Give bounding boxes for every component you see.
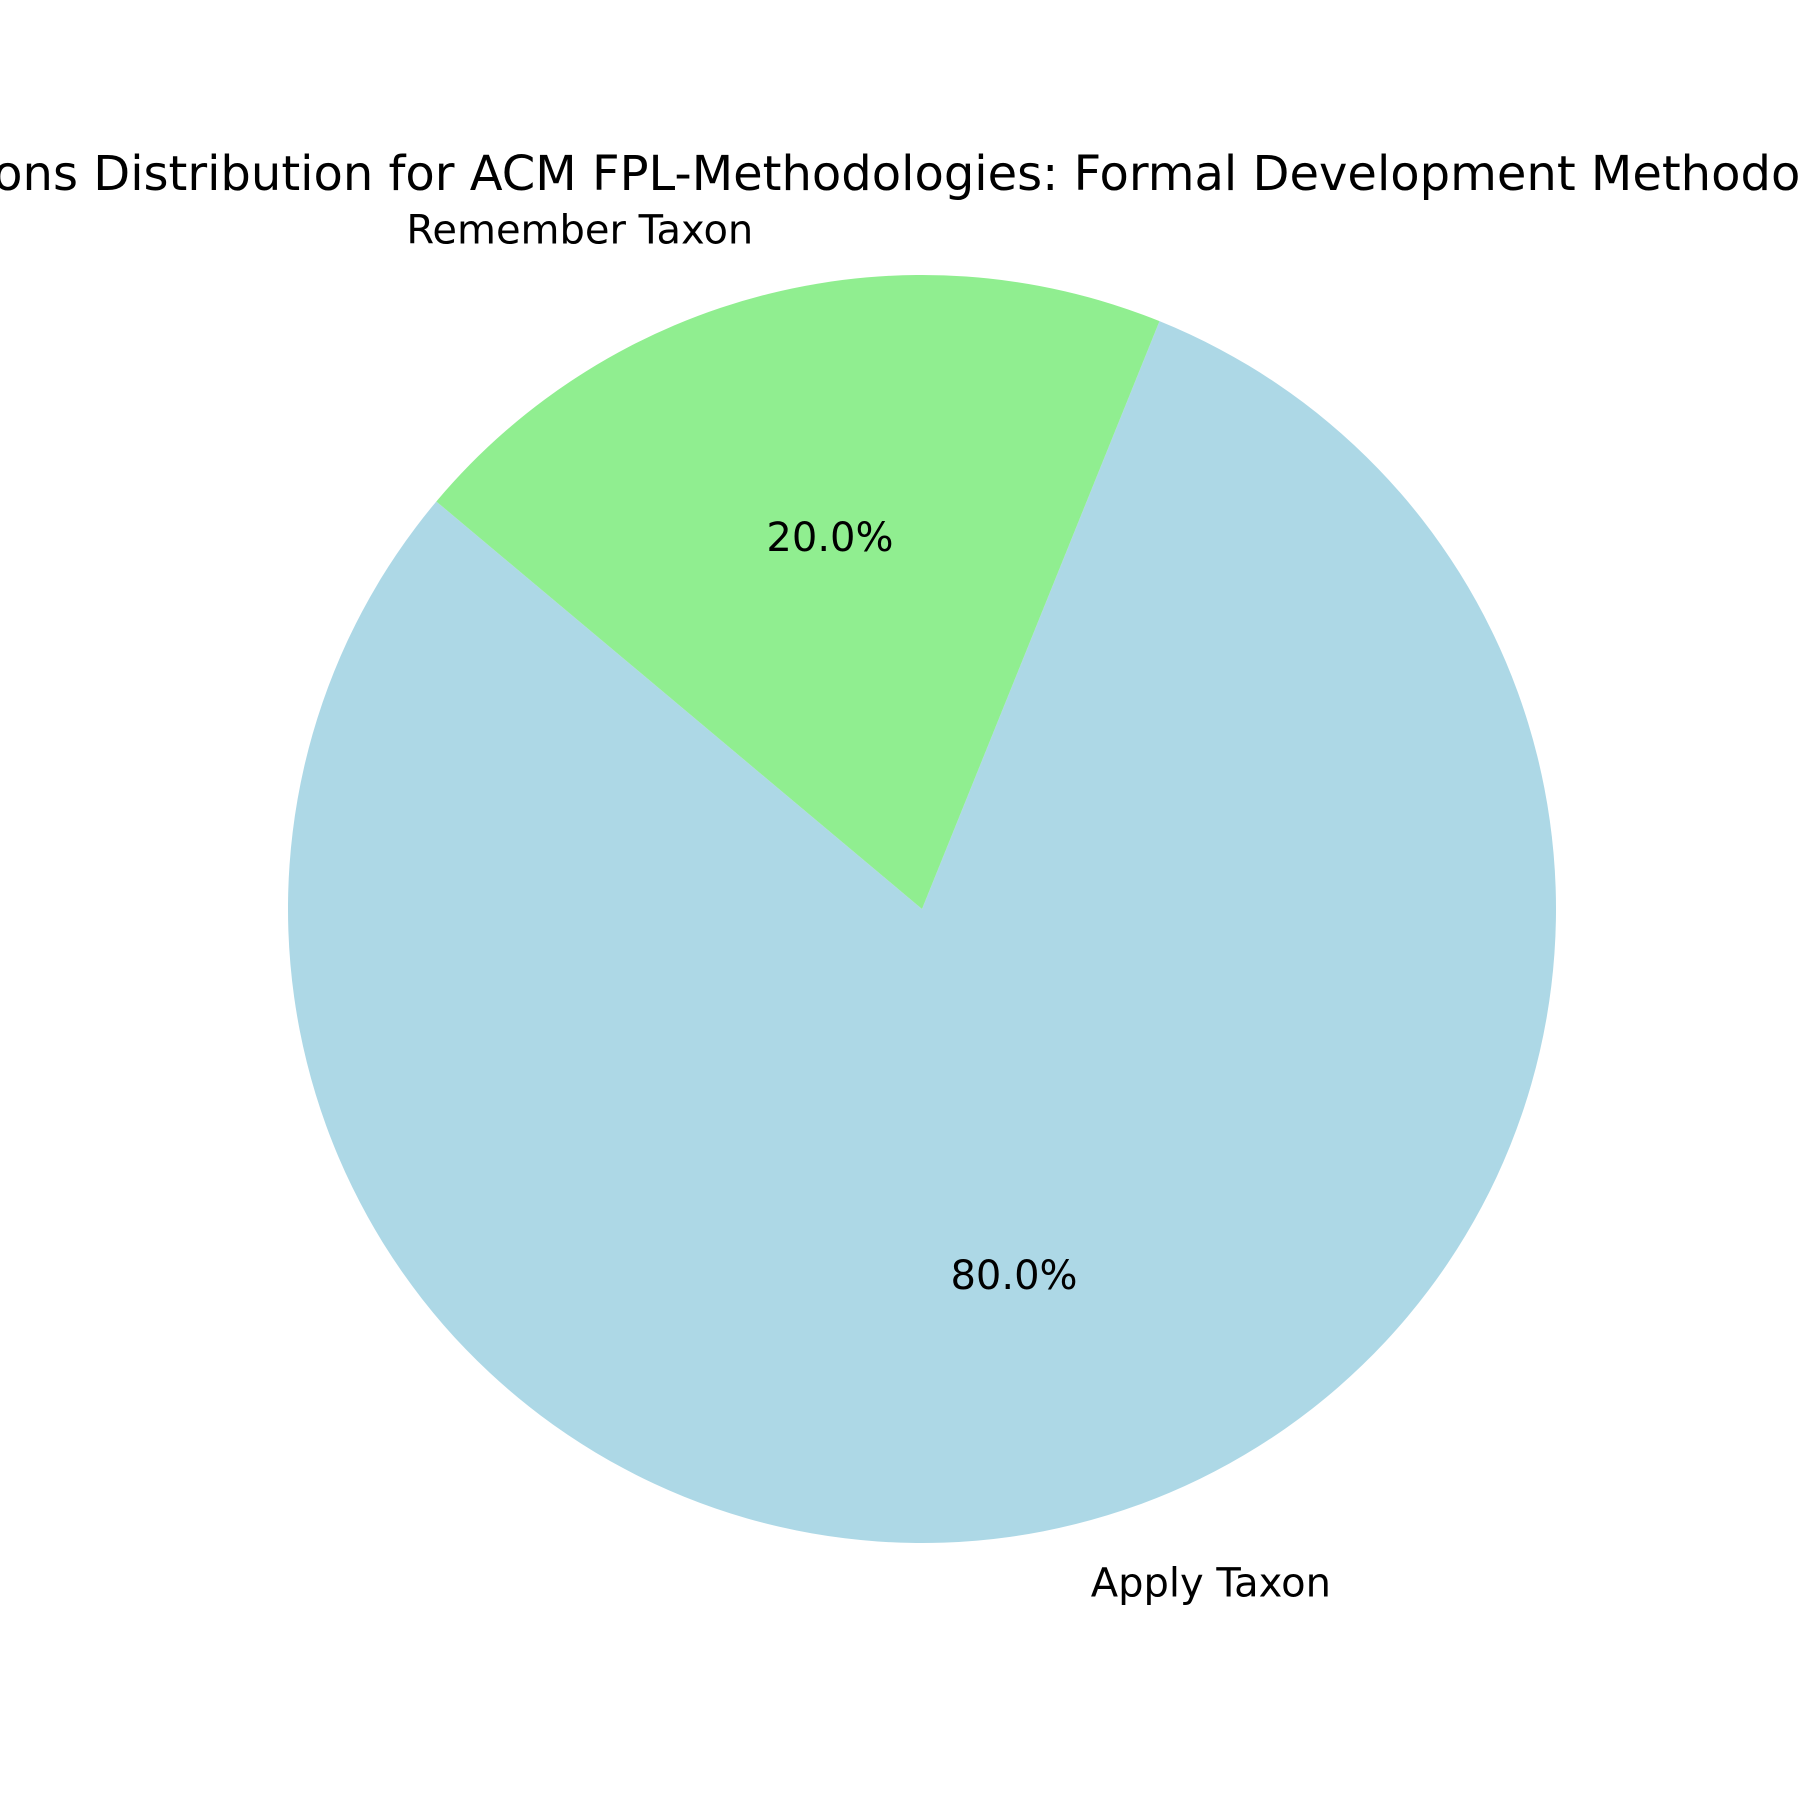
slice-label: Remember Taxon [406, 207, 753, 253]
pie-slice-apply-taxon [287, 321, 1557, 1543]
chart-title: Actions Distribution for ACM FPL-Methodo… [0, 146, 1800, 202]
slice-percentage: 80.0% [950, 1253, 1077, 1299]
slice-percentage: 20.0% [766, 515, 893, 561]
pie-labels: Apply Taxon 80.0% Remember Taxon 20.0% [406, 207, 1331, 1606]
pie-slice-remember-taxon [436, 274, 1160, 909]
slice-label: Apply Taxon [1091, 1561, 1331, 1607]
pie-slices [287, 274, 1557, 1543]
